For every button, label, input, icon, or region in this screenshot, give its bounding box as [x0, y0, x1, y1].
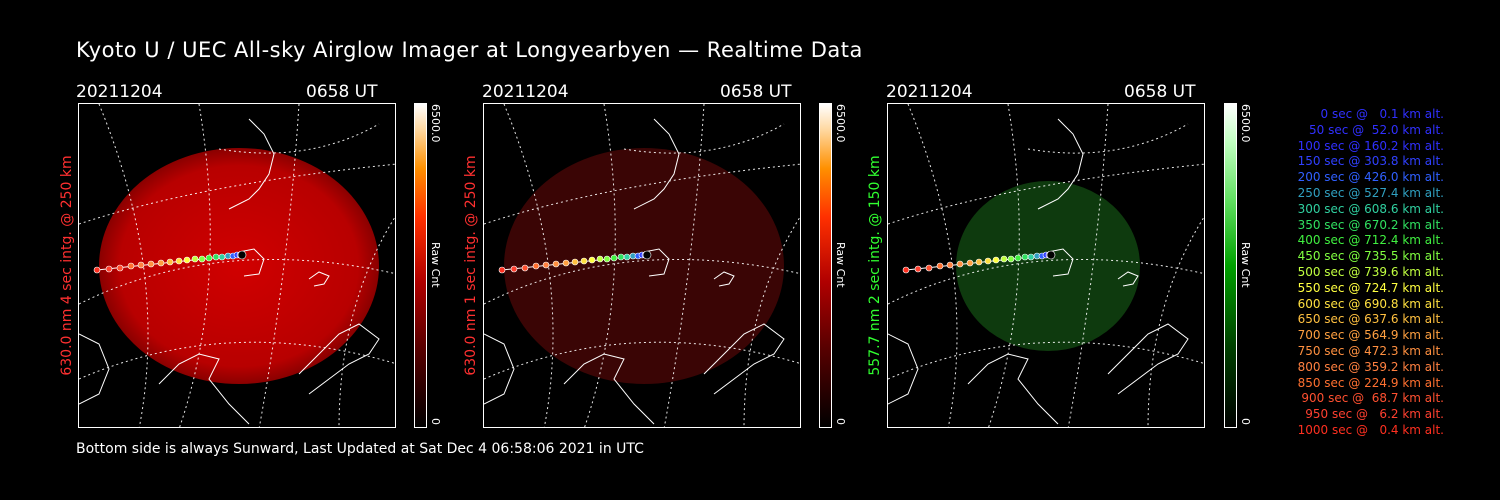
panel-1-colorbar-min: 0 [429, 418, 442, 425]
legend-row: 100 sec @ 160.2 km alt. [1297, 138, 1444, 153]
panel-2-time: 0658 UT [720, 82, 792, 102]
legend-row: 550 sec @ 724.7 km alt. [1297, 280, 1444, 295]
airglow-region [956, 181, 1140, 351]
panel-2-ylabel: 630.0 nm 1 sec intg. @ 250 km [463, 155, 479, 376]
panel-2-allsky-image [483, 103, 801, 428]
legend-row: 1000 sec @ 0.4 km alt. [1297, 422, 1444, 437]
legend-row: 0 sec @ 0.1 km alt. [1320, 107, 1445, 121]
legend-row: 900 sec @ 68.7 km alt. [1301, 391, 1444, 406]
trajectory-legend: 0 sec @ 0.1 km alt. 50 sec @ 52.0 km alt.… [1262, 107, 1444, 439]
panel-1-allsky-image [78, 103, 396, 428]
panel-1-time: 0658 UT [306, 82, 378, 102]
legend-row: 850 sec @ 224.9 km alt. [1297, 375, 1444, 390]
panel-1-map-svg [79, 104, 395, 427]
legend-row: 750 sec @ 472.3 km alt. [1297, 343, 1444, 358]
panel-2-colorbar-label: Raw Cnt [834, 242, 847, 288]
legend-row: 500 sec @ 739.6 km alt. [1297, 264, 1444, 279]
legend-row: 400 sec @ 712.4 km alt. [1297, 233, 1444, 248]
legend-row: 650 sec @ 637.6 km alt. [1297, 312, 1444, 327]
panel-3-map-svg [888, 104, 1204, 427]
legend-row: 250 sec @ 527.4 km alt. [1297, 185, 1444, 200]
legend-row: 50 sec @ 52.0 km alt. [1309, 122, 1444, 137]
legend-row: 600 sec @ 690.8 km alt. [1297, 296, 1444, 311]
panel-3-ylabel: 557.7 nm 2 sec intg. @ 150 km [867, 155, 883, 376]
panel-1-ylabel: 630.0 nm 4 sec intg. @ 250 km [59, 155, 75, 376]
legend-row: 200 sec @ 426.0 km alt. [1297, 170, 1444, 185]
panel-3-colorbar [1224, 103, 1237, 428]
legend-row: 950 sec @ 6.2 km alt. [1305, 407, 1444, 422]
panel-3-time: 0658 UT [1124, 82, 1196, 102]
panel-3-date: 20211204 [886, 82, 973, 102]
panel-3-colorbar-min: 0 [1239, 418, 1252, 425]
legend-row: 800 sec @ 359.2 km alt. [1297, 359, 1444, 374]
panel-1-colorbar-max: 6500.0 [429, 104, 442, 143]
panel-3-colorbar-max: 6500.0 [1239, 104, 1252, 143]
panel-1-date: 20211204 [76, 82, 163, 102]
panel-1-colorbar-label: Raw Cnt [429, 242, 442, 288]
footer-note: Bottom side is always Sunward, Last Upda… [76, 441, 644, 457]
panel-2-colorbar-min: 0 [834, 418, 847, 425]
airglow-region [504, 148, 784, 384]
legend-row: 350 sec @ 670.2 km alt. [1297, 217, 1444, 232]
page-title: Kyoto U / UEC All-sky Airglow Imager at … [76, 38, 863, 62]
legend-row: 300 sec @ 608.6 km alt. [1297, 201, 1444, 216]
panel-1-colorbar [414, 103, 427, 428]
panel-2-colorbar-max: 6500.0 [834, 104, 847, 143]
legend-row: 450 sec @ 735.5 km alt. [1297, 249, 1444, 264]
legend-row: 150 sec @ 303.8 km alt. [1297, 154, 1444, 169]
panel-2-map-svg [484, 104, 800, 427]
legend-row: 700 sec @ 564.9 km alt. [1297, 328, 1444, 343]
panel-2-colorbar [819, 103, 832, 428]
panel-3-colorbar-label: Raw Cnt [1239, 242, 1252, 288]
panel-2-date: 20211204 [482, 82, 569, 102]
panel-3-allsky-image [887, 103, 1205, 428]
airglow-region [99, 148, 379, 384]
